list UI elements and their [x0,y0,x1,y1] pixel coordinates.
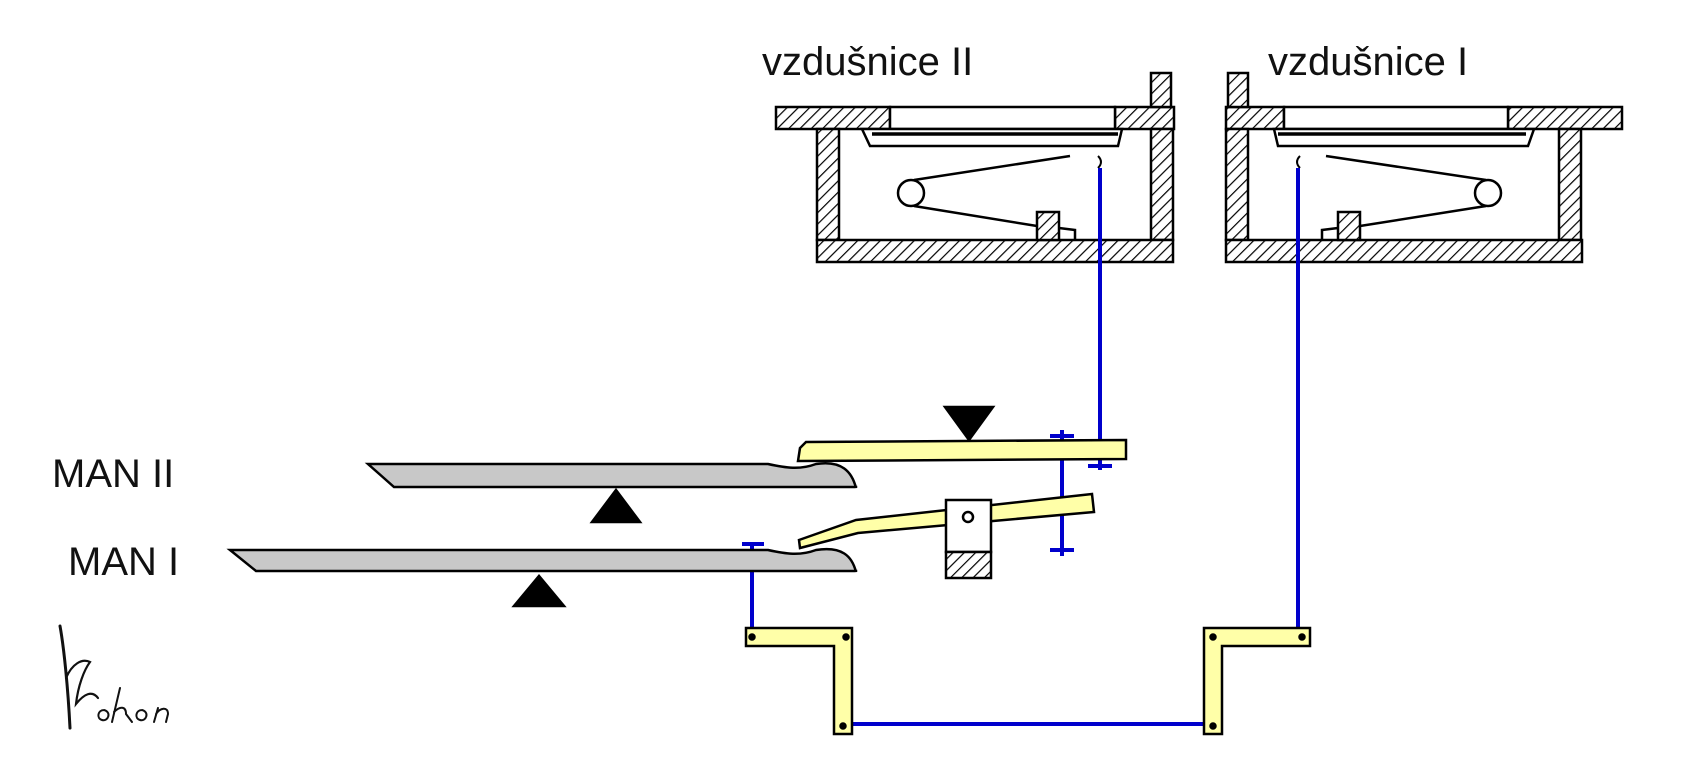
chest-2-spring-coil [896,178,926,208]
author-signature-logo [58,624,170,730]
backfall-upper-arm [796,438,1128,463]
chest-1-pallet [1272,127,1536,148]
chest-1-spring-arm-upper [1325,154,1487,182]
chest-2-pull-hook [1097,155,1102,169]
square-left-pin-b [842,633,850,641]
coupler-guide-hole [961,510,975,524]
backfall-upper-pivot [942,405,996,443]
chest-1-spring-coil [1473,178,1503,208]
chest-2-bottom-board [815,238,1175,264]
chest-2-slot [888,105,1117,131]
chest-1-slot [1282,105,1510,131]
square-left-pin-a [748,633,756,641]
chest-2-post [1149,71,1173,109]
chest-1-wall-right [1557,127,1583,242]
square-left-body [744,626,854,736]
chest-1-top-board-right [1506,105,1624,131]
backfall-upper [796,405,1128,463]
manual-2-label: MAN II [52,452,175,496]
chest-1-bottom-board [1224,238,1584,264]
square-left-pin-c [839,722,847,730]
square-right-body [1202,626,1312,736]
manual-2-key [364,461,858,524]
chest-1-spring-arm-lower [1359,204,1487,228]
windchest-2 [774,71,1176,264]
manual-1-label: MAN I [68,540,180,584]
chest-2-top-board-left [774,105,892,131]
chest-2-spring-arm-lower [913,204,1038,228]
windchest-1-label: vzdušnice I [1268,40,1469,84]
square-right [1202,626,1312,736]
man1-key-fulcrum [511,574,567,608]
man2-key-fulcrum [589,487,643,524]
coupler-guide-base [944,550,993,580]
square-left [744,626,854,736]
chest-2-top-board-right [1113,105,1176,131]
man1-key-body [226,547,858,573]
chest-1-pull-hook [1296,155,1301,169]
windchest-1 [1224,71,1624,264]
chest-2-pallet [860,127,1124,148]
manual-1-key [226,547,858,608]
chest-2-wall-right [1149,127,1175,242]
chest-1-spring-block [1336,210,1362,242]
square-right-pin-c [1209,722,1217,730]
square-right-pin-a [1209,633,1217,641]
chest-2-spring-clip [1058,226,1077,240]
chest-2-spring-block [1035,210,1061,242]
chest-1-spring-clip [1320,226,1339,240]
windchest-2-label: vzdušnice II [762,40,974,84]
chest-2-wall-left [815,127,841,242]
coupler-lever [797,492,1096,580]
chest-1-post [1226,71,1250,109]
chest-2-spring-arm-upper [913,154,1071,182]
man2-key-body [364,461,858,489]
coupler-guide-block [944,498,993,554]
chest-1-top-board-left [1224,105,1286,131]
chest-1-wall-left [1224,127,1250,242]
square-right-pin-b [1298,633,1306,641]
